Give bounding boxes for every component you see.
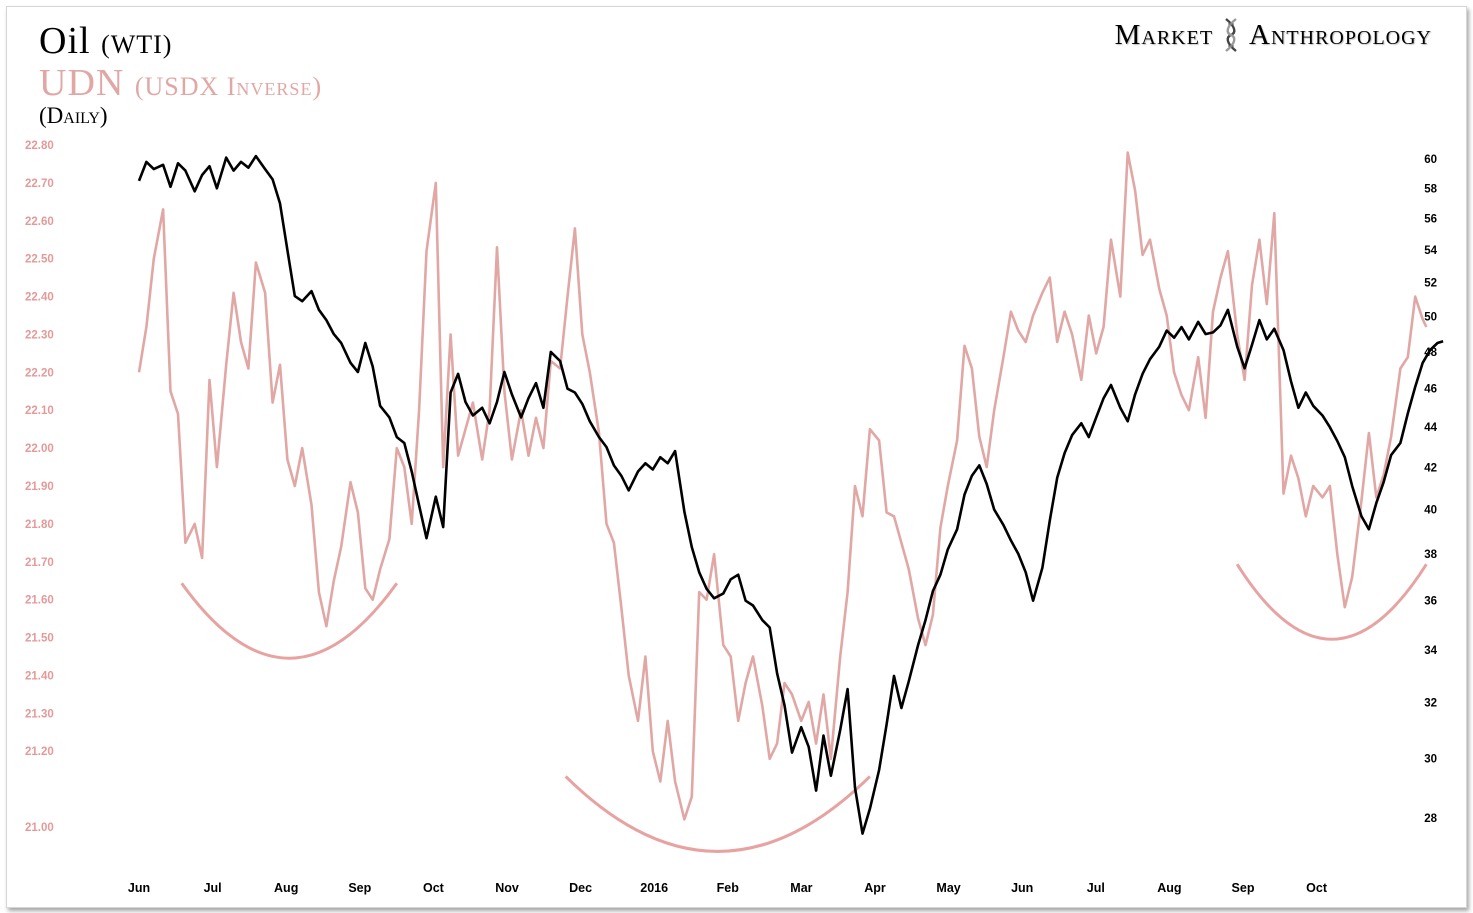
- right-tick-label: 42: [1424, 462, 1437, 474]
- chart-title: Oil (WTI): [39, 19, 172, 63]
- right-tick-label: 36: [1424, 596, 1437, 608]
- left-axis-udn: 22.80 22.70 22.60 22.50 22.40 22.30 22.20 22.10…: [25, 140, 54, 834]
- series-line-udn: [137, 151, 1428, 821]
- left-tick-label: 22.50: [25, 254, 54, 266]
- left-tick-label: 22.80: [25, 140, 54, 152]
- left-tick-label: 22.40: [25, 292, 54, 304]
- right-tick-label: 34: [1424, 645, 1437, 657]
- x-tick-label: Apr: [864, 881, 886, 895]
- left-tick-label: 21.20: [25, 746, 54, 758]
- title-oil-sub: (WTI): [101, 30, 173, 59]
- left-tick-label: 21.90: [25, 481, 54, 493]
- x-tick-label: Aug: [1157, 881, 1181, 895]
- bottom-arc-annotation: [564, 775, 871, 853]
- right-tick-label: 58: [1424, 183, 1437, 195]
- x-tick-label: Oct: [423, 881, 445, 895]
- title-oil: Oil: [39, 20, 91, 62]
- right-tick-label: 50: [1424, 312, 1437, 324]
- right-tick-label: 44: [1424, 422, 1437, 434]
- left-tick-label: 22.70: [25, 178, 54, 190]
- x-tick-label: Feb: [717, 881, 740, 895]
- title-udn-sub: (USDX Inverse): [134, 72, 323, 101]
- left-tick-label: 22.30: [25, 329, 54, 341]
- left-tick-label: 22.20: [25, 367, 54, 379]
- dna-helix-icon: [1223, 17, 1239, 53]
- bottom-arc-annotation: [180, 582, 399, 660]
- right-tick-label: 60: [1424, 154, 1437, 166]
- x-tick-label: Jun: [1011, 881, 1033, 895]
- bottom-arc-annotation: [1235, 563, 1428, 641]
- left-tick-label: 21.00: [25, 822, 54, 834]
- left-tick-label: 21.40: [25, 670, 54, 682]
- x-tick-label: 2016: [640, 881, 668, 895]
- right-tick-label: 56: [1424, 214, 1437, 226]
- right-tick-label: 52: [1424, 278, 1437, 290]
- left-tick-label: 21.60: [25, 595, 54, 607]
- left-tick-label: 22.00: [25, 443, 54, 455]
- x-tick-label: Mar: [790, 881, 812, 895]
- right-tick-label: 38: [1424, 549, 1437, 561]
- left-tick-label: 21.80: [25, 519, 54, 531]
- right-tick-label: 54: [1424, 245, 1437, 257]
- left-tick-label: 21.30: [25, 708, 54, 720]
- brand-left: Market: [1114, 18, 1214, 51]
- x-tick-label: Jun: [128, 881, 150, 895]
- chart-subtitle: UDN (USDX Inverse): [39, 61, 322, 105]
- x-tick-label: Aug: [274, 881, 298, 895]
- chart-frame: 22.80 22.70 22.60 22.50 22.40 22.30 22.20 22.10…: [6, 6, 1467, 908]
- x-tick-label: Nov: [495, 881, 519, 895]
- x-tick-label: May: [936, 881, 960, 895]
- title-udn: UDN: [39, 62, 125, 104]
- plot-area: [137, 151, 1444, 853]
- x-axis-months: Jun Jul Aug Sep Oct Nov Dec 2016 Feb Mar Apr May Jun…: [128, 881, 1328, 895]
- left-tick-label: 22.10: [25, 405, 54, 417]
- series-line-oil: [137, 154, 1444, 835]
- x-tick-label: Jul: [204, 881, 222, 895]
- brand-right: Anthropology: [1249, 18, 1432, 51]
- x-tick-label: Jul: [1087, 881, 1105, 895]
- right-tick-label: 40: [1424, 505, 1437, 517]
- right-tick-label: 30: [1424, 753, 1437, 765]
- brand-logo: Market Anthropology: [1115, 17, 1432, 53]
- x-tick-label: Sep: [1232, 881, 1255, 895]
- left-tick-label: 21.50: [25, 633, 54, 645]
- left-tick-label: 22.60: [25, 216, 54, 228]
- left-tick-label: 21.70: [25, 557, 54, 569]
- chart-frequency: (Daily): [39, 103, 108, 128]
- right-tick-label: 46: [1424, 384, 1437, 396]
- x-tick-label: Dec: [569, 881, 592, 895]
- x-tick-label: Sep: [348, 881, 371, 895]
- right-tick-label: 28: [1424, 813, 1437, 825]
- x-tick-label: Oct: [1306, 881, 1328, 895]
- right-tick-label: 32: [1424, 698, 1437, 710]
- chart-canvas: 22.80 22.70 22.60 22.50 22.40 22.30 22.20 22.10…: [25, 140, 1444, 895]
